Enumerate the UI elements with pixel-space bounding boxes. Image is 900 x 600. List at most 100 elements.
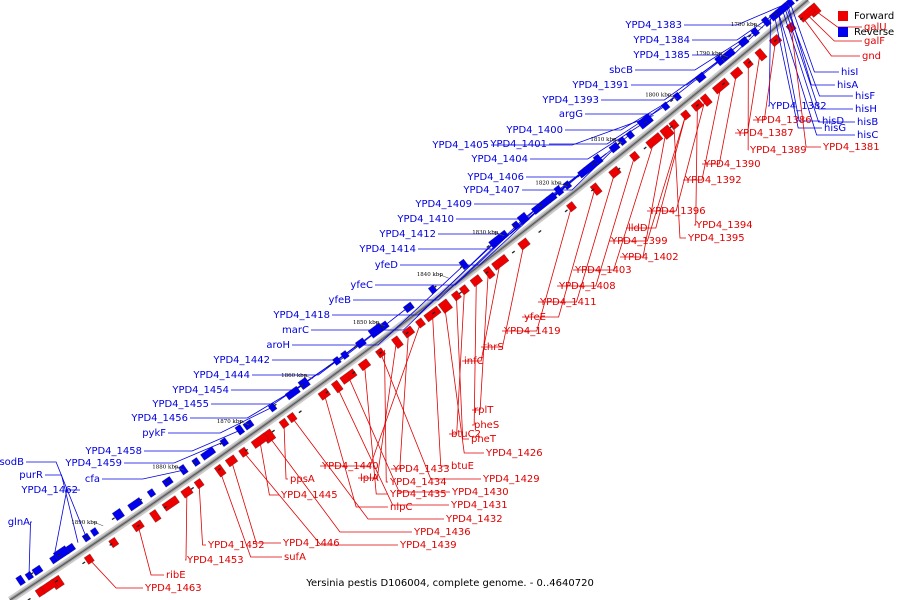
gene-label-ypd4-1387: YPD4_1387 [736,128,794,139]
gene-label-ypd4-1399: YPD4_1399 [610,236,668,247]
leader-line [573,140,655,271]
forward-feature [629,150,641,162]
gene-label-hisi: hisI [841,67,858,78]
leader-line [474,153,607,205]
gene-label-sufa: sufA [284,552,306,563]
leader-line [694,105,698,226]
leader-line [391,331,409,470]
dash-mark [565,183,569,187]
leader-line [353,218,524,301]
kbp-tick-label: 1810 kbp [590,137,617,143]
leader-line [777,11,855,136]
gene-label-pykf: pykF [142,428,166,439]
dash-mark [539,203,543,207]
legend-forward: Forward [838,8,894,24]
dash-mark [352,371,356,375]
dash-mark [136,524,140,528]
kbp-tick-label: 1890 kbp [71,520,98,526]
leader-line [272,306,409,361]
leader-line [684,1,791,26]
leader-line [28,521,32,576]
gene-label-ypd4-1440: YPD4_1440 [321,461,379,472]
reverse-feature [219,437,230,447]
gene-label-ypd4-1462: YPD4_1462 [20,485,78,496]
gene-label-ypd4-1383: YPD4_1383 [624,20,682,31]
dash-mark [82,561,86,565]
gene-label-marc: marC [282,325,309,336]
kbp-tick-line [612,138,623,144]
leader-line [292,264,465,346]
leader-line [530,121,646,160]
leader-line [259,440,279,496]
gene-label-lpla: lplA [360,473,379,484]
gene-label-ypd4-1463: YPD4_1463 [144,583,202,594]
dash-mark [722,56,726,60]
leader-line [609,114,687,242]
gene-label-ypd4-1434: YPD4_1434 [389,477,447,488]
reverse-feature [760,15,772,28]
gene-label-ypd4-1411: YPD4_1411 [539,297,597,308]
reverse-swatch [838,27,848,37]
gene-label-glna: glnA [8,517,30,528]
leader-line [124,441,225,464]
dash-mark [138,498,143,502]
dash-mark [30,572,34,576]
gene-label-btuc2: btuC2 [451,429,481,440]
dash-mark [696,77,700,81]
kbp-tick-line [752,23,764,29]
leader-line [190,383,305,419]
forward-feature [108,537,120,549]
gene-label-hish: hisH [855,104,877,115]
gene-label-ypd4-1390: YPD4_1390 [703,159,761,170]
gene-label-ypd4-1454: YPD4_1454 [171,385,229,396]
dash-mark [538,230,542,234]
gene-label-ribe: ribE [166,570,186,581]
forward-feature [224,454,239,468]
kbp-tick-label: 1790 kbp [696,51,723,57]
leader-line [557,156,635,287]
gene-label-sodb: sodB [0,457,24,468]
dash-mark [511,250,516,254]
forward-feature [391,335,404,349]
dash-mark [219,442,224,446]
dash-mark [163,505,167,509]
leader-line [444,304,484,454]
gene-label-ypd4-1419: YPD4_1419 [503,326,561,337]
dash-mark [721,82,726,86]
dash-mark [109,543,113,546]
leader-line [267,434,412,533]
leader-line [291,417,444,520]
reverse-feature [89,527,100,537]
reverse-feature [234,424,246,436]
dash-mark [54,579,59,583]
kbp-tick-label: 1780 kbp [731,22,758,28]
leader-line [462,262,501,362]
leader-line [364,364,388,495]
forward-feature [161,495,180,512]
gene-label-rplt: rplT [474,405,494,416]
map-caption: Yersinia pestis D106004, complete genome… [0,578,900,589]
forward-feature [149,509,162,523]
leader-line [522,140,623,191]
gene-label-ypd4-1426: YPD4_1426 [485,448,543,459]
leader-line [565,95,678,131]
leader-line [219,469,282,558]
leader-line [635,31,756,71]
leader-line [522,187,596,318]
dash-mark [774,12,778,16]
gene-label-ypd4-1407: YPD4_1407 [462,185,520,196]
leader-line [320,322,421,467]
forward-feature [34,586,46,598]
leader-line [481,243,525,348]
leader-line [323,394,388,508]
gene-label-ypd4-1459: YPD4_1459 [64,458,122,469]
dash-mark [300,384,304,388]
kbp-tick-label: 1860 kbp [281,373,308,379]
gene-label-hisg: hisG [824,123,846,134]
gene-label-ypd4-1381: YPD4_1381 [822,142,880,153]
leader-line [692,8,783,41]
leader-line [784,6,853,110]
leader-line [526,134,631,178]
forward-feature [180,485,194,499]
gene-label-ypd4-1409: YPD4_1409 [414,199,472,210]
